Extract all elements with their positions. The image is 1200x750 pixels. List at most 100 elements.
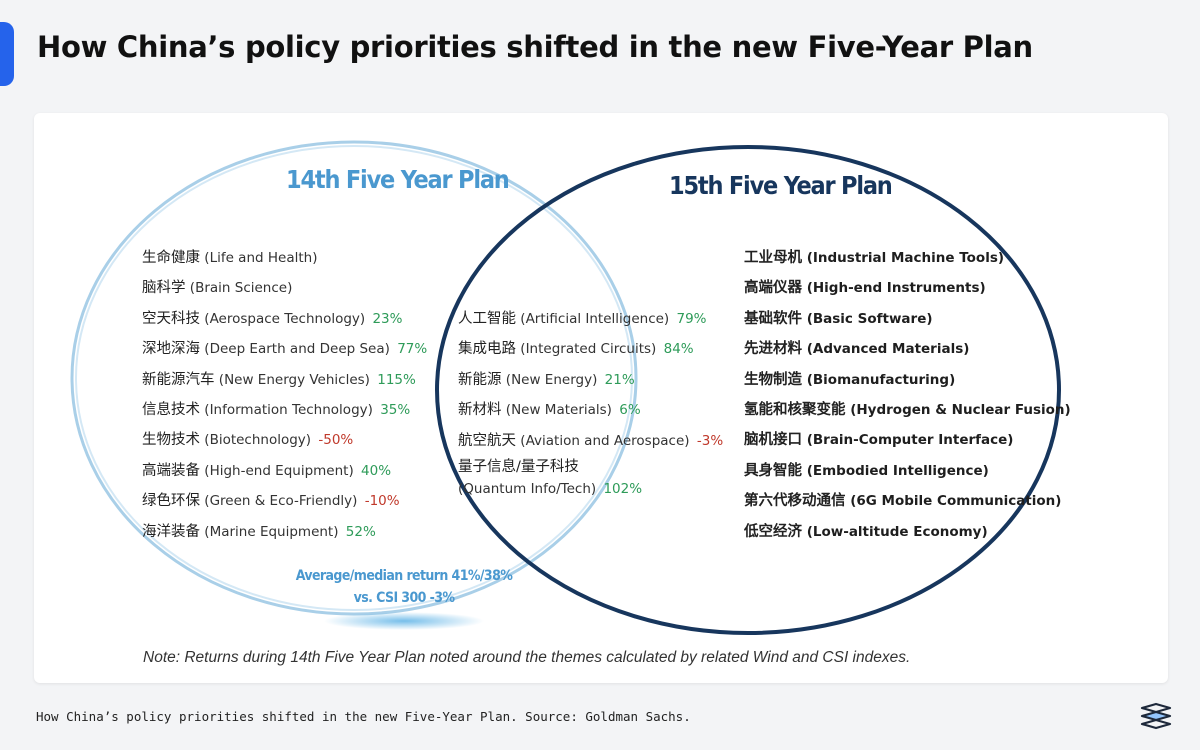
brand-logo-icon	[1140, 702, 1172, 730]
theme-item: 绿色环保 (Green & Eco-Friendly) -10%	[142, 486, 427, 516]
theme-item: 生物技术 (Biotechnology) -50%	[142, 425, 427, 455]
theme-item: 高端仪器 (High-end Instruments)	[744, 273, 1071, 303]
theme-item: 海洋装备 (Marine Equipment) 52%	[142, 517, 427, 547]
overlap-theme-list: 人工智能 (Artificial Intelligence) 79% 集成电路 (…	[458, 304, 723, 500]
theme-item: 具身智能 (Embodied Intelligence)	[744, 456, 1071, 486]
theme-item: 生物制造 (Biomanufacturing)	[744, 365, 1071, 395]
theme-name-en: (Quantum Info/Tech)	[458, 480, 597, 497]
theme-return: 84%	[663, 341, 694, 358]
theme-name-en: (Green & Eco-Friendly)	[204, 493, 358, 510]
plan15-circle	[435, 145, 1061, 635]
theme-return: -50%	[318, 432, 354, 449]
theme-name-zh: 绿色环保	[142, 493, 200, 510]
theme-name-en: (Deep Earth and Deep Sea)	[204, 341, 390, 358]
theme-name-en: (High-end Instruments)	[806, 280, 986, 297]
theme-return: 23%	[372, 310, 403, 327]
theme-name-zh: 生物技术	[142, 432, 200, 449]
theme-return: 77%	[397, 341, 428, 358]
theme-name-zh: 人工智能	[458, 311, 516, 327]
theme-item: 工业母机 (Industrial Machine Tools)	[744, 243, 1071, 273]
theme-name-en: (Artificial Intelligence)	[520, 311, 670, 327]
theme-name-en: (New Energy Vehicles)	[218, 371, 370, 388]
theme-return: -10%	[364, 493, 400, 510]
theme-name-zh: 低空经济	[744, 523, 802, 540]
theme-item: 低空经济 (Low-altitude Economy)	[744, 517, 1071, 547]
theme-name-zh: 量子信息/量子科技	[458, 458, 579, 475]
theme-name-zh: 新能源汽车	[142, 371, 215, 388]
plan14-theme-list: 生命健康 (Life and Health) 脑科学 (Brain Science…	[142, 243, 427, 547]
theme-name-zh: 新材料	[458, 402, 502, 419]
theme-name-en: (Marine Equipment)	[204, 523, 339, 540]
title-accent-bar	[0, 22, 14, 86]
theme-item: 人工智能 (Artificial Intelligence) 79%	[458, 304, 723, 334]
plan15-title: 15th Five Year Plan	[669, 171, 893, 200]
theme-name-en: (Life and Health)	[204, 250, 318, 266]
theme-name-zh: 第六代移动通信	[744, 493, 846, 510]
plan14-circle-inner	[75, 145, 633, 611]
theme-item: 基础软件 (Basic Software)	[744, 304, 1071, 334]
theme-item: 脑科学 (Brain Science)	[142, 273, 427, 303]
theme-name-en: (Industrial Machine Tools)	[806, 250, 1005, 266]
theme-name-en: (New Energy)	[505, 371, 598, 388]
theme-name-en: (Biomanufacturing)	[806, 371, 956, 388]
theme-return: 52%	[345, 523, 376, 540]
theme-name-en: (Biotechnology)	[204, 432, 312, 449]
theme-return: 21%	[604, 371, 635, 388]
theme-return: 79%	[676, 311, 707, 327]
summary-line-2: vs. CSI 300 -3%	[353, 590, 455, 606]
theme-name-en: (Brain-Computer Interface)	[806, 432, 1014, 449]
plan15-theme-list: 工业母机 (Industrial Machine Tools) 高端仪器 (Hig…	[744, 243, 1071, 547]
theme-name-en: (Aviation and Aerospace)	[520, 432, 690, 449]
theme-item: 空天科技 (Aerospace Technology) 23%	[142, 304, 427, 334]
theme-return: 102%	[603, 480, 643, 497]
theme-name-zh: 高端装备	[142, 462, 200, 479]
theme-item: 信息技术 (Information Technology) 35%	[142, 395, 427, 425]
theme-item: 氢能和核聚变能 (Hydrogen & Nuclear Fusion)	[744, 395, 1071, 425]
theme-item: 脑机接口 (Brain-Computer Interface)	[744, 425, 1071, 455]
theme-name-zh: 航空航天	[458, 432, 516, 449]
image-caption: How China’s policy priorities shifted in…	[36, 709, 691, 724]
return-summary: Average/median return 41%/38% vs. CSI 30…	[284, 565, 524, 609]
theme-item: 航空航天 (Aviation and Aerospace) -3%	[458, 426, 723, 456]
theme-name-en: (Advanced Materials)	[806, 341, 970, 358]
theme-item: 集成电路 (Integrated Circuits) 84%	[458, 334, 723, 364]
theme-item: 量子信息/量子科技 (Quantum Info/Tech) 102%	[458, 456, 723, 500]
theme-item: 先进材料 (Advanced Materials)	[744, 334, 1071, 364]
theme-name-zh: 工业母机	[744, 250, 802, 266]
summary-line-1: Average/median return 41%/38%	[295, 568, 513, 584]
theme-name-en: (Basic Software)	[806, 310, 933, 327]
theme-name-zh: 信息技术	[142, 401, 200, 418]
theme-name-en: (Integrated Circuits)	[520, 341, 657, 358]
theme-name-zh: 生命健康	[142, 250, 200, 266]
theme-item: 新能源汽车 (New Energy Vehicles) 115%	[142, 365, 427, 395]
theme-return: 6%	[619, 402, 641, 419]
theme-name-zh: 具身智能	[744, 462, 802, 479]
summary-glow	[324, 612, 484, 630]
theme-name-zh: 新能源	[458, 371, 502, 388]
theme-name-en: (Low-altitude Economy)	[806, 523, 988, 540]
theme-name-zh: 生物制造	[744, 371, 802, 388]
theme-name-en: (Information Technology)	[204, 401, 373, 418]
theme-name-en: (Hydrogen & Nuclear Fusion)	[850, 401, 1071, 418]
theme-name-en: (Aerospace Technology)	[204, 310, 366, 327]
theme-name-en: (6G Mobile Communication)	[850, 493, 1062, 510]
theme-item: 第六代移动通信 (6G Mobile Communication)	[744, 486, 1071, 516]
theme-return: -3%	[696, 432, 724, 449]
theme-item: 深地深海 (Deep Earth and Deep Sea) 77%	[142, 334, 427, 364]
plan14-title: 14th Five Year Plan	[286, 165, 510, 194]
venn-diagram	[70, 140, 1061, 635]
diagram-card: 14th Five Year Plan 15th Five Year Plan …	[34, 113, 1168, 683]
theme-item: 高端装备 (High-end Equipment) 40%	[142, 456, 427, 486]
theme-item: 生命健康 (Life and Health)	[142, 243, 427, 273]
theme-name-zh: 基础软件	[744, 310, 802, 327]
theme-name-zh: 集成电路	[458, 341, 516, 358]
theme-name-zh: 深地深海	[142, 341, 200, 358]
theme-return: 40%	[361, 462, 392, 479]
theme-name-zh: 先进材料	[744, 341, 802, 358]
theme-name-en: (Brain Science)	[189, 280, 293, 297]
theme-name-zh: 空天科技	[142, 310, 200, 327]
theme-return: 35%	[380, 401, 411, 418]
theme-item: 新材料 (New Materials) 6%	[458, 395, 723, 425]
theme-name-zh: 高端仪器	[744, 280, 802, 297]
page-title: How China’s policy priorities shifted in…	[37, 30, 1033, 64]
